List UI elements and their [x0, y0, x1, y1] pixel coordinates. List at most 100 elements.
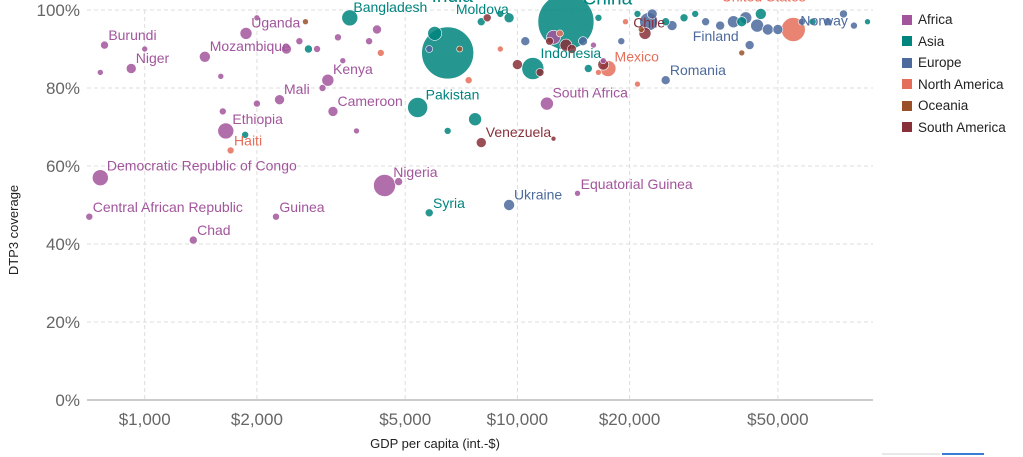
data-point[interactable]	[302, 18, 309, 26]
data-point-norway[interactable]	[823, 17, 832, 27]
data-point[interactable]	[219, 107, 227, 116]
data-point[interactable]	[217, 73, 225, 80]
data-point[interactable]	[637, 26, 645, 33]
data-point[interactable]	[679, 13, 689, 23]
control-active[interactable]	[942, 453, 984, 455]
data-point[interactable]	[839, 9, 848, 19]
data-point[interactable]	[97, 69, 104, 76]
data-point[interactable]	[762, 23, 774, 36]
data-point-mozambique[interactable]	[199, 50, 211, 63]
data-point-cameroon[interactable]	[327, 106, 339, 117]
data-point-romania[interactable]	[660, 75, 671, 85]
data-point-kenya[interactable]	[321, 73, 335, 87]
data-point[interactable]	[482, 13, 492, 23]
data-point-south-africa[interactable]	[540, 96, 554, 111]
data-point[interactable]	[850, 21, 858, 30]
data-point[interactable]	[755, 8, 767, 20]
data-point-uganda[interactable]	[239, 27, 253, 40]
data-point-ukraine[interactable]	[503, 199, 515, 211]
data-point[interactable]	[578, 36, 588, 47]
control-track[interactable]	[882, 453, 940, 455]
data-point[interactable]	[715, 20, 725, 31]
data-point-guinea[interactable]	[272, 212, 280, 221]
data-point[interactable]	[750, 18, 764, 33]
data-point[interactable]	[443, 127, 452, 135]
data-point[interactable]	[864, 18, 871, 26]
data-point[interactable]	[339, 57, 347, 65]
data-point[interactable]	[334, 33, 342, 42]
data-point[interactable]	[468, 112, 482, 126]
data-point[interactable]	[798, 17, 806, 26]
data-point[interactable]	[701, 17, 710, 27]
data-point[interactable]	[594, 13, 603, 22]
data-point-chad[interactable]	[188, 235, 198, 245]
data-point[interactable]	[772, 24, 784, 35]
data-point[interactable]	[661, 17, 670, 27]
data-point[interactable]	[365, 37, 373, 46]
data-point[interactable]	[622, 18, 629, 26]
data-point-india[interactable]	[427, 26, 443, 41]
data-point-haiti[interactable]	[226, 146, 235, 155]
data-point[interactable]	[520, 36, 531, 47]
data-point-equatorial-guinea[interactable]	[574, 190, 581, 197]
legend-item-africa[interactable]: Africa	[902, 9, 1006, 31]
data-point-jordan[interactable]	[503, 12, 515, 24]
data-point[interactable]	[376, 49, 385, 57]
data-point-mali[interactable]	[274, 94, 285, 105]
data-point-nigeria[interactable]	[373, 174, 396, 197]
data-point[interactable]	[567, 44, 577, 54]
data-point[interactable]	[318, 84, 327, 92]
data-point[interactable]	[512, 59, 523, 70]
data-point-bangladesh[interactable]	[341, 9, 359, 27]
data-point[interactable]	[253, 99, 261, 108]
data-point[interactable]	[590, 41, 597, 49]
data-point[interactable]	[313, 45, 321, 53]
data-point-democratic-republic-of-congo[interactable]	[92, 169, 109, 186]
data-point[interactable]	[253, 14, 261, 22]
legend-item-oceania[interactable]: Oceania	[902, 95, 1006, 117]
data-point[interactable]	[556, 29, 564, 38]
data-point-niger[interactable]	[125, 63, 137, 74]
data-point[interactable]	[476, 17, 486, 27]
data-point[interactable]	[353, 127, 360, 135]
data-point-venezuela[interactable]	[475, 137, 487, 148]
data-point[interactable]	[281, 43, 292, 55]
data-point[interactable]	[394, 177, 403, 186]
data-point[interactable]	[141, 45, 149, 53]
data-point[interactable]	[304, 44, 313, 54]
data-point[interactable]	[295, 37, 304, 46]
data-point[interactable]	[617, 37, 626, 46]
data-point[interactable]	[646, 8, 658, 20]
legend-item-south-america[interactable]: South America	[902, 117, 1006, 139]
data-point-ethiopia[interactable]	[217, 122, 235, 140]
point-label-mozambique: Mozambique	[210, 38, 290, 54]
data-point-syria[interactable]	[424, 208, 434, 218]
legend-item-asia[interactable]: Asia	[902, 31, 1006, 53]
legend-item-north-america[interactable]: North America	[902, 74, 1006, 96]
data-point-burundi[interactable]	[100, 40, 109, 50]
data-point[interactable]	[241, 131, 249, 139]
x-tick-label: $10,000	[487, 410, 548, 429]
data-point[interactable]	[535, 68, 545, 77]
legend-item-europe[interactable]: Europe	[902, 52, 1006, 74]
data-point[interactable]	[496, 10, 505, 18]
data-point[interactable]	[736, 16, 748, 28]
data-point[interactable]	[545, 36, 554, 46]
data-point[interactable]	[634, 80, 641, 88]
data-point-pakistan[interactable]	[407, 97, 428, 118]
data-point[interactable]	[456, 45, 463, 53]
data-point-central-african-republic[interactable]	[85, 212, 94, 221]
data-point[interactable]	[425, 45, 434, 53]
data-point[interactable]	[808, 17, 817, 26]
data-point[interactable]	[464, 76, 473, 84]
data-point[interactable]	[691, 10, 699, 18]
data-point[interactable]	[633, 10, 642, 18]
data-point[interactable]	[595, 69, 602, 76]
data-point-finland[interactable]	[744, 40, 755, 50]
data-point[interactable]	[550, 135, 557, 142]
data-point[interactable]	[372, 24, 382, 35]
data-point[interactable]	[599, 57, 607, 65]
data-point[interactable]	[497, 45, 504, 53]
data-point[interactable]	[738, 49, 746, 57]
data-point[interactable]	[584, 64, 593, 73]
